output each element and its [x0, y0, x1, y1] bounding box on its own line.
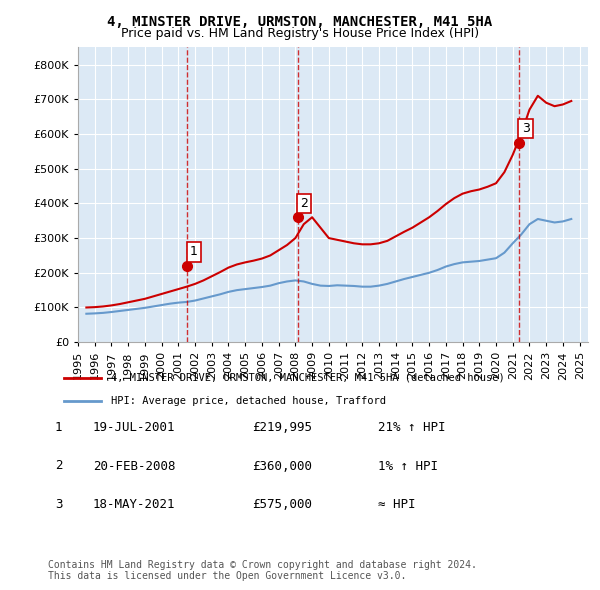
Text: ≈ HPI: ≈ HPI — [378, 498, 415, 511]
Text: Price paid vs. HM Land Registry's House Price Index (HPI): Price paid vs. HM Land Registry's House … — [121, 27, 479, 40]
Text: 2: 2 — [55, 459, 62, 473]
Text: 3: 3 — [521, 122, 529, 135]
Text: 3: 3 — [55, 497, 62, 511]
Text: HPI: Average price, detached house, Trafford: HPI: Average price, detached house, Traf… — [112, 396, 386, 406]
Text: 1: 1 — [55, 421, 62, 434]
Text: £360,000: £360,000 — [252, 460, 312, 473]
Text: 19-JUL-2001: 19-JUL-2001 — [93, 421, 176, 434]
Text: 4, MINSTER DRIVE, URMSTON, MANCHESTER, M41 5HA: 4, MINSTER DRIVE, URMSTON, MANCHESTER, M… — [107, 15, 493, 29]
Text: 1% ↑ HPI: 1% ↑ HPI — [378, 460, 438, 473]
Text: 1: 1 — [190, 245, 198, 258]
Text: 2: 2 — [300, 197, 308, 210]
Text: 20-FEB-2008: 20-FEB-2008 — [93, 460, 176, 473]
Text: 18-MAY-2021: 18-MAY-2021 — [93, 498, 176, 511]
Text: 4, MINSTER DRIVE, URMSTON, MANCHESTER, M41 5HA (detached house): 4, MINSTER DRIVE, URMSTON, MANCHESTER, M… — [112, 373, 505, 383]
Text: 21% ↑ HPI: 21% ↑ HPI — [378, 421, 445, 434]
Text: £219,995: £219,995 — [252, 421, 312, 434]
Text: Contains HM Land Registry data © Crown copyright and database right 2024.
This d: Contains HM Land Registry data © Crown c… — [48, 559, 477, 581]
Text: £575,000: £575,000 — [252, 498, 312, 511]
